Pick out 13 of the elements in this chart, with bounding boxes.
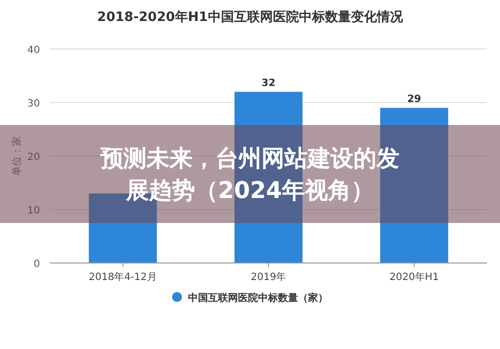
data-label: 32 [262,78,276,89]
x-tick-label: 2020年H1 [389,271,439,283]
data-label: 29 [407,94,422,105]
x-tick-label: 2019年 [250,271,286,283]
y-tick-label: 0 [34,259,40,270]
y-tick-label: 30 [27,98,40,110]
y-tick-label: 40 [27,45,40,56]
y-tick-label: 10 [27,206,40,216]
chart-title: 2018-2020年H1中国互联网医院中标数量变化情况 [97,9,404,25]
x-tick-label: 2018年4-12月 [88,271,157,283]
y-axis-title: 单位：家 [11,136,23,176]
legend-label: 中国互联网医院中标数量（家） [188,292,328,304]
y-tick-label: 20 [27,152,40,163]
